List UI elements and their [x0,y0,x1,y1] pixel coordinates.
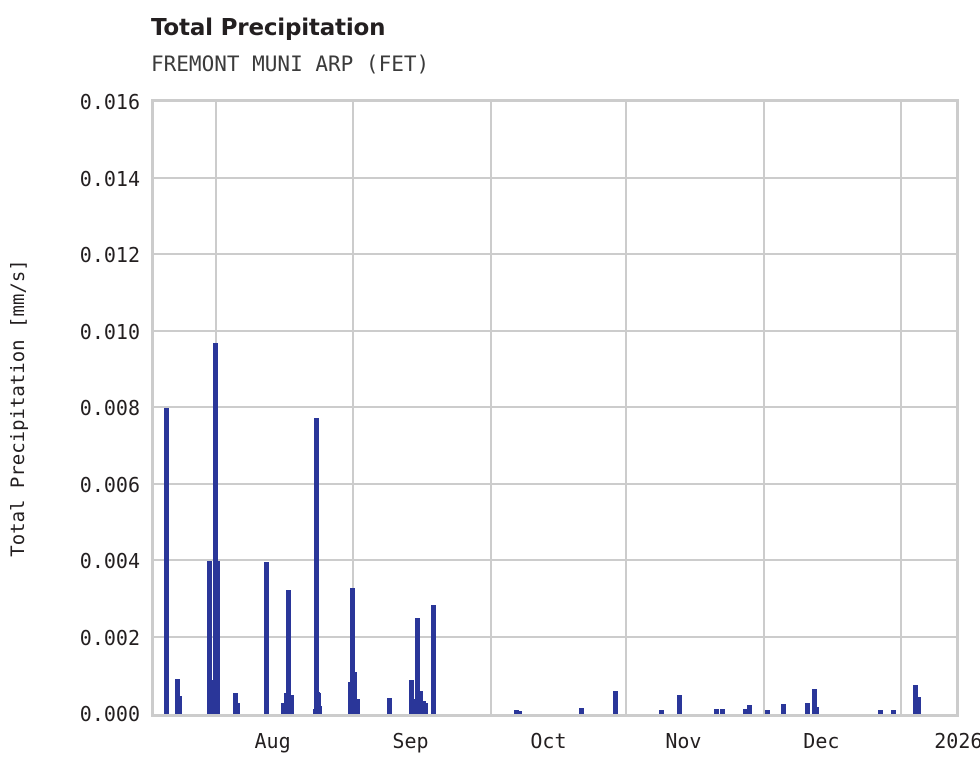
bar [235,702,240,714]
gridline-vertical [900,102,903,714]
gridline-vertical [490,102,493,714]
y-axis-tick-label: 0.006 [79,472,140,497]
bar [781,704,787,714]
bar [206,561,212,714]
bar [612,691,618,714]
bar [747,704,753,714]
bar [579,708,585,714]
bar [286,589,292,714]
bar [423,702,429,714]
y-axis-tick-label: 0.012 [79,243,140,267]
gridline-horizontal [154,635,956,638]
y-axis-tick-label: 0.010 [79,319,140,344]
gridline-horizontal [154,482,956,485]
bar [814,707,820,714]
x-axis-tick-labels: Aug Sep Oct Nov Dec 2026 [151,728,980,758]
x-axis-tick-label: Nov [665,729,702,753]
plot-area [151,99,959,717]
bar [164,408,170,714]
x-axis-tick-label: Aug [254,729,291,753]
gridline-vertical [625,102,628,714]
bar [720,709,726,714]
y-axis-tick-label: 0.002 [79,625,140,650]
bar [415,618,421,714]
x-axis-tick-label: Sep [392,729,429,753]
x-axis-tick-label: 2026 [934,729,980,753]
y-axis-tick-label: 0.000 [79,702,140,726]
x-axis-tick-label: Dec [803,729,840,753]
bar [409,679,415,714]
plot-inner [154,102,956,714]
bar [742,709,748,714]
bar [417,691,423,714]
bar [350,587,356,714]
gridline-horizontal [154,253,956,255]
y-axis-tick-label: 0.008 [79,396,140,420]
bar [352,671,358,714]
y-axis-tick-label: 0.004 [79,549,140,573]
bar [713,709,719,714]
x-axis-tick-label: Oct [530,729,567,753]
bar [314,417,320,714]
bar [514,710,520,714]
y-axis-tick-label: 0.016 [79,90,140,114]
bar [264,562,270,714]
gridline-horizontal [154,329,956,332]
bar [805,702,811,714]
bar [891,710,897,714]
y-axis-tick-labels: 0.000 0.002 0.004 0.006 0.008 0.010 0.012 0.014… [0,91,140,725]
bar [214,561,220,714]
bar [517,710,523,714]
gridline-vertical [352,102,355,714]
bar [878,710,884,714]
bar [913,685,919,714]
bar [765,710,771,714]
bar [281,702,287,714]
bar [288,694,294,714]
gridline-vertical [763,102,766,714]
bar [386,697,392,714]
bar [431,605,437,714]
gridline-horizontal [154,406,956,408]
y-axis-tick-label: 0.014 [79,166,140,191]
bar [811,689,817,714]
bar [354,698,360,714]
page-title: Total Precipitation [151,15,386,41]
gridline-horizontal [154,559,956,561]
bar [411,698,417,714]
bar [212,342,218,714]
bar [208,679,214,714]
bar [916,696,922,714]
chart-subtitle: FREMONT MUNI ARP (FET) [151,52,430,76]
bar [676,694,682,714]
gridline-horizontal [154,176,956,179]
bar [659,710,665,714]
bar [176,695,182,714]
